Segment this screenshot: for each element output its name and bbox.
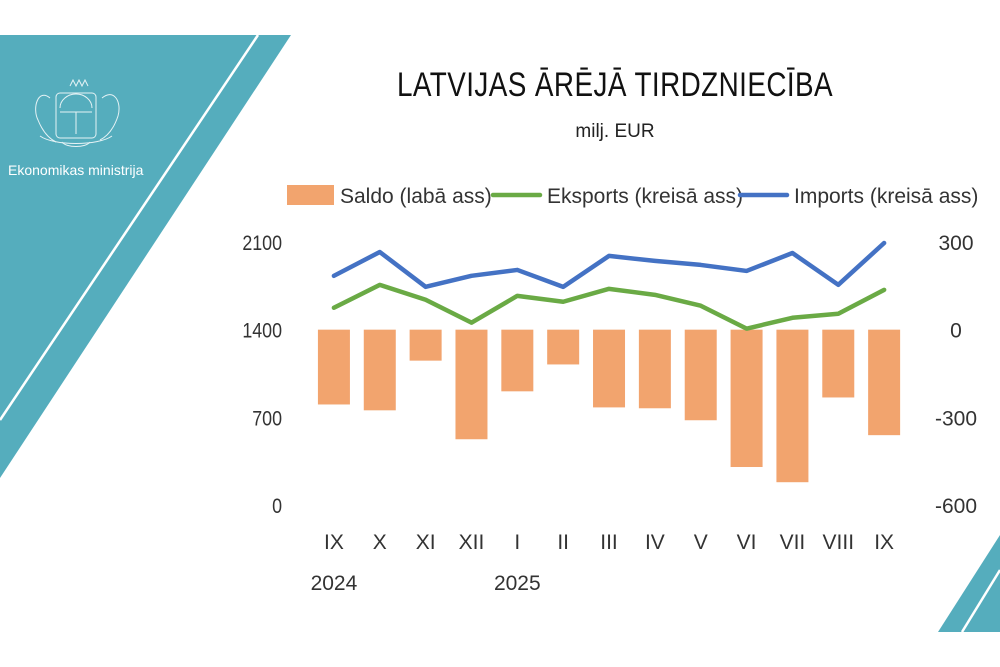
saldo-bar xyxy=(547,329,580,365)
saldo-bar xyxy=(776,329,809,483)
x-axis-tick: III xyxy=(600,531,618,554)
x-axis-tick: IX xyxy=(874,531,894,554)
chart-title: LATVIJAS ĀRĒJĀ TIRDZNIECĪBA xyxy=(396,66,834,104)
x-axis-tick: VII xyxy=(780,531,806,554)
legend-eksports-label: Eksports (kreisā ass) xyxy=(547,185,743,208)
organization-name: Ekonomikas ministrija xyxy=(8,162,144,178)
x-axis-tick: VI xyxy=(737,531,757,554)
corner-triangle xyxy=(938,535,1000,632)
saldo-bar xyxy=(638,329,671,409)
left-axis-tick: 0 xyxy=(272,495,282,519)
banner-stripe xyxy=(0,34,260,421)
saldo-bar xyxy=(868,329,901,436)
legend-imports-label: Imports (kreisā ass) xyxy=(794,185,978,208)
coat-of-arms-logo xyxy=(35,78,120,147)
saldo-bar xyxy=(730,329,763,468)
saldo-bar xyxy=(501,329,534,392)
saldo-bar xyxy=(455,329,488,440)
x-axis-tick: I xyxy=(514,531,520,554)
corner-stripe xyxy=(960,569,1000,633)
saldo-bar xyxy=(317,329,350,405)
imports-line xyxy=(331,240,887,290)
year-label: 2025 xyxy=(494,572,541,595)
saldo-bar xyxy=(684,329,717,421)
legend-saldo-swatch xyxy=(287,185,334,205)
x-axis-tick: VIII xyxy=(823,531,855,554)
x-axis-tick: X xyxy=(373,531,387,554)
saldo-bar xyxy=(363,329,396,411)
year-label: 2024 xyxy=(311,572,358,595)
legend-saldo-label: Saldo (labā ass) xyxy=(340,185,492,208)
chart-subtitle: milj. EUR xyxy=(575,121,655,142)
saldo-bar xyxy=(593,329,626,408)
left-axis-tick: 1400 xyxy=(242,319,282,343)
x-axis-tick: IV xyxy=(645,531,665,554)
left-axis-tick: 700 xyxy=(252,407,282,431)
x-axis-tick: XI xyxy=(416,531,436,554)
saldo-bar xyxy=(409,329,442,361)
saldo-bar xyxy=(822,329,855,398)
right-axis-tick: -300 xyxy=(935,407,977,430)
x-axis-tick: V xyxy=(694,531,708,554)
right-axis-tick: 0 xyxy=(950,320,962,343)
x-axis-tick: II xyxy=(557,531,569,554)
right-axis-tick: -600 xyxy=(935,495,977,518)
right-axis-tick: 300 xyxy=(938,232,973,255)
eksports-line xyxy=(331,282,887,331)
x-axis-tick: XII xyxy=(459,531,485,554)
teal-banner xyxy=(0,35,291,478)
left-axis-tick: 2100 xyxy=(242,232,282,256)
x-axis-tick: IX xyxy=(324,531,344,554)
